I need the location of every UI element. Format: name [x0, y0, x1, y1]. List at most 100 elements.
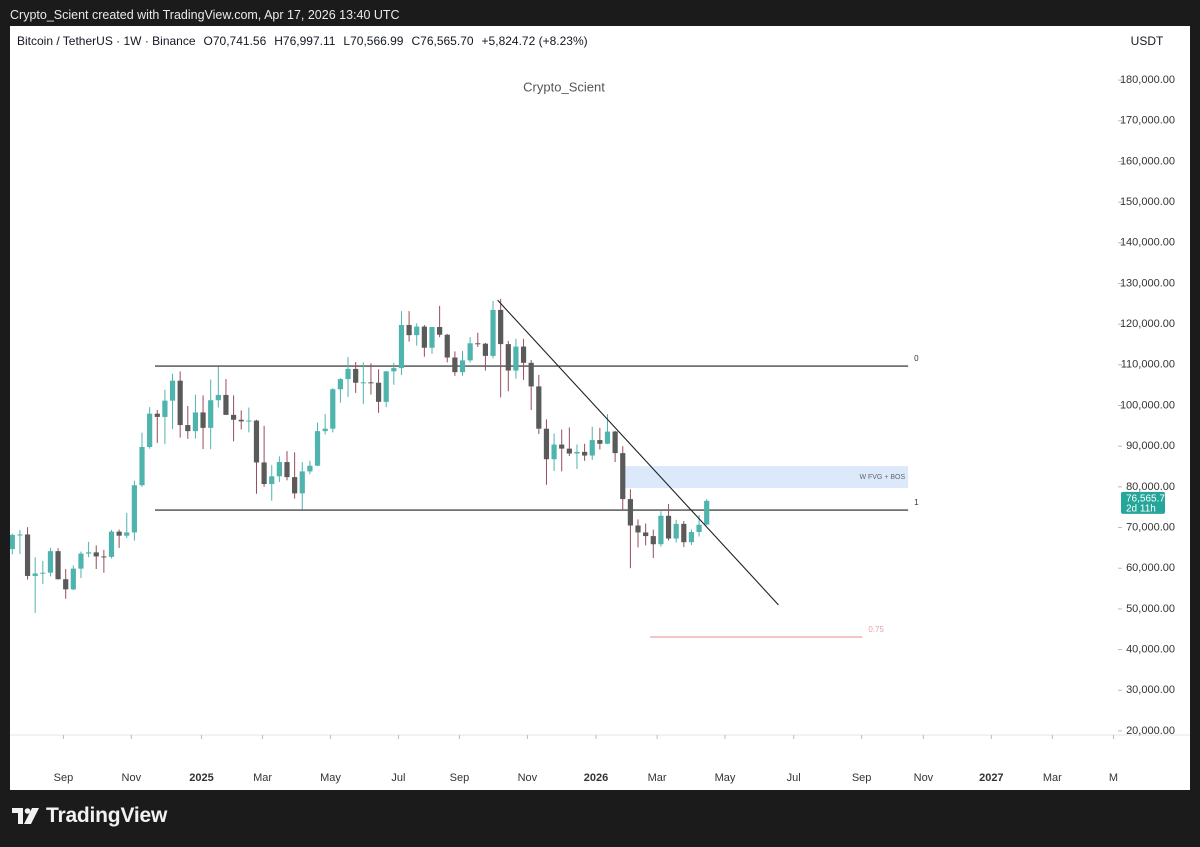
candle-body	[108, 531, 115, 557]
candle-body	[650, 536, 656, 545]
chart: Bitcoin / TetherUS · 1W · Binance O70,741…	[10, 26, 1190, 790]
candle-body	[299, 471, 305, 494]
x-tick-label: Jul	[391, 772, 405, 784]
footer-logo: TradingView	[12, 804, 167, 828]
candle-body	[475, 343, 481, 345]
candle-body	[223, 394, 229, 415]
candle-body	[559, 444, 565, 449]
x-tick-label: Sep	[54, 772, 74, 784]
chart-background	[10, 26, 1190, 790]
y-tick-label: 20,000.00	[1126, 725, 1175, 737]
x-tick-label: May	[715, 772, 736, 784]
candle-body	[543, 428, 550, 460]
candle-body	[620, 453, 626, 500]
candle-body	[704, 500, 710, 525]
y-tick-label: 60,000.00	[1126, 562, 1175, 574]
candle-body	[681, 523, 687, 543]
candle-body	[368, 382, 374, 384]
candle-body	[589, 440, 595, 456]
x-tick-label: Nov	[914, 772, 934, 784]
candle-body	[421, 326, 427, 348]
candle-body	[673, 523, 679, 539]
candle-body	[505, 344, 511, 371]
ohlc-close: C76,565.70	[411, 34, 473, 48]
candle-body	[261, 462, 267, 485]
y-tick-label: 130,000.00	[1120, 277, 1175, 289]
candle-body	[582, 451, 588, 456]
candle-body	[70, 568, 76, 590]
candle-body	[17, 534, 23, 536]
candle-body	[520, 346, 527, 363]
candle-body	[612, 431, 618, 454]
candle-body	[467, 343, 473, 361]
top-caption: Crypto_Scient created with TradingView.c…	[10, 8, 400, 22]
candle-body	[192, 412, 199, 432]
candle-body	[391, 368, 397, 372]
candle-body	[246, 420, 252, 422]
candle-body	[162, 400, 168, 417]
x-tick-label: Sep	[852, 772, 872, 784]
candle-body	[307, 465, 313, 472]
candle-body	[147, 413, 153, 448]
candle-body	[230, 414, 237, 420]
x-tick-label: Nov	[122, 772, 142, 784]
candle-body	[536, 386, 542, 429]
x-tick-label: 2025	[189, 772, 213, 784]
x-tick-label: 2027	[979, 772, 1003, 784]
y-tick-label: 30,000.00	[1126, 684, 1175, 696]
candle-body	[116, 531, 122, 536]
x-tick-label: Nov	[518, 772, 538, 784]
candle-body	[429, 327, 435, 348]
y-tick-label: 140,000.00	[1120, 237, 1175, 249]
candle-body	[276, 462, 282, 477]
candle-body	[185, 425, 191, 432]
candle-body	[353, 368, 359, 383]
last-price-label: 76,565.70	[1126, 493, 1171, 504]
candle-body	[284, 462, 290, 478]
candle-body	[574, 451, 580, 454]
candle-body	[383, 371, 389, 402]
ohlc-open: O70,741.56	[204, 34, 267, 48]
candle-body	[635, 525, 641, 533]
countdown-label: 2d 11h	[1126, 503, 1156, 514]
candle-body	[200, 412, 206, 428]
y-tick-label: 110,000.00	[1121, 359, 1175, 371]
x-tick-label: Mar	[253, 772, 272, 784]
candle-body	[627, 499, 633, 526]
candle-body	[330, 389, 336, 429]
candle-body	[55, 551, 61, 580]
candle-body	[322, 428, 328, 432]
trendline	[497, 299, 779, 606]
candle-body	[658, 515, 664, 545]
candle-body	[78, 553, 84, 569]
brand-name: TradingView	[46, 804, 168, 827]
candle-body	[513, 346, 519, 371]
candle-body	[360, 382, 366, 384]
y-tick-label: 90,000.00	[1126, 440, 1175, 452]
candle-body	[414, 326, 420, 336]
candle-body	[124, 532, 130, 536]
candle-body	[345, 368, 351, 380]
y-tick-label: 100,000.00	[1120, 399, 1175, 411]
y-tick-label: 40,000.00	[1126, 643, 1175, 655]
ohlc-change: +5,824.72 (+8.23%)	[482, 34, 588, 48]
candle-body	[643, 532, 649, 537]
y-tick-label: 80,000.00	[1126, 481, 1175, 493]
candle-body	[482, 343, 489, 356]
x-tick-label: M	[1109, 772, 1118, 784]
watermark: Crypto_Scient	[523, 79, 605, 94]
candle-body	[63, 579, 69, 590]
candle-body	[269, 476, 275, 485]
candle-body	[101, 556, 107, 558]
y-tick-label: 160,000.00	[1120, 155, 1175, 167]
candle-body	[498, 309, 504, 345]
y-tick-label: 120,000.00	[1120, 318, 1175, 330]
level-label: 1	[914, 498, 919, 507]
candle-body	[528, 362, 534, 387]
candle-body	[177, 380, 183, 426]
candle-body	[131, 485, 137, 533]
x-tick-label: Sep	[450, 772, 470, 784]
candle-body	[604, 431, 611, 444]
x-tick-label: Mar	[1043, 772, 1062, 784]
